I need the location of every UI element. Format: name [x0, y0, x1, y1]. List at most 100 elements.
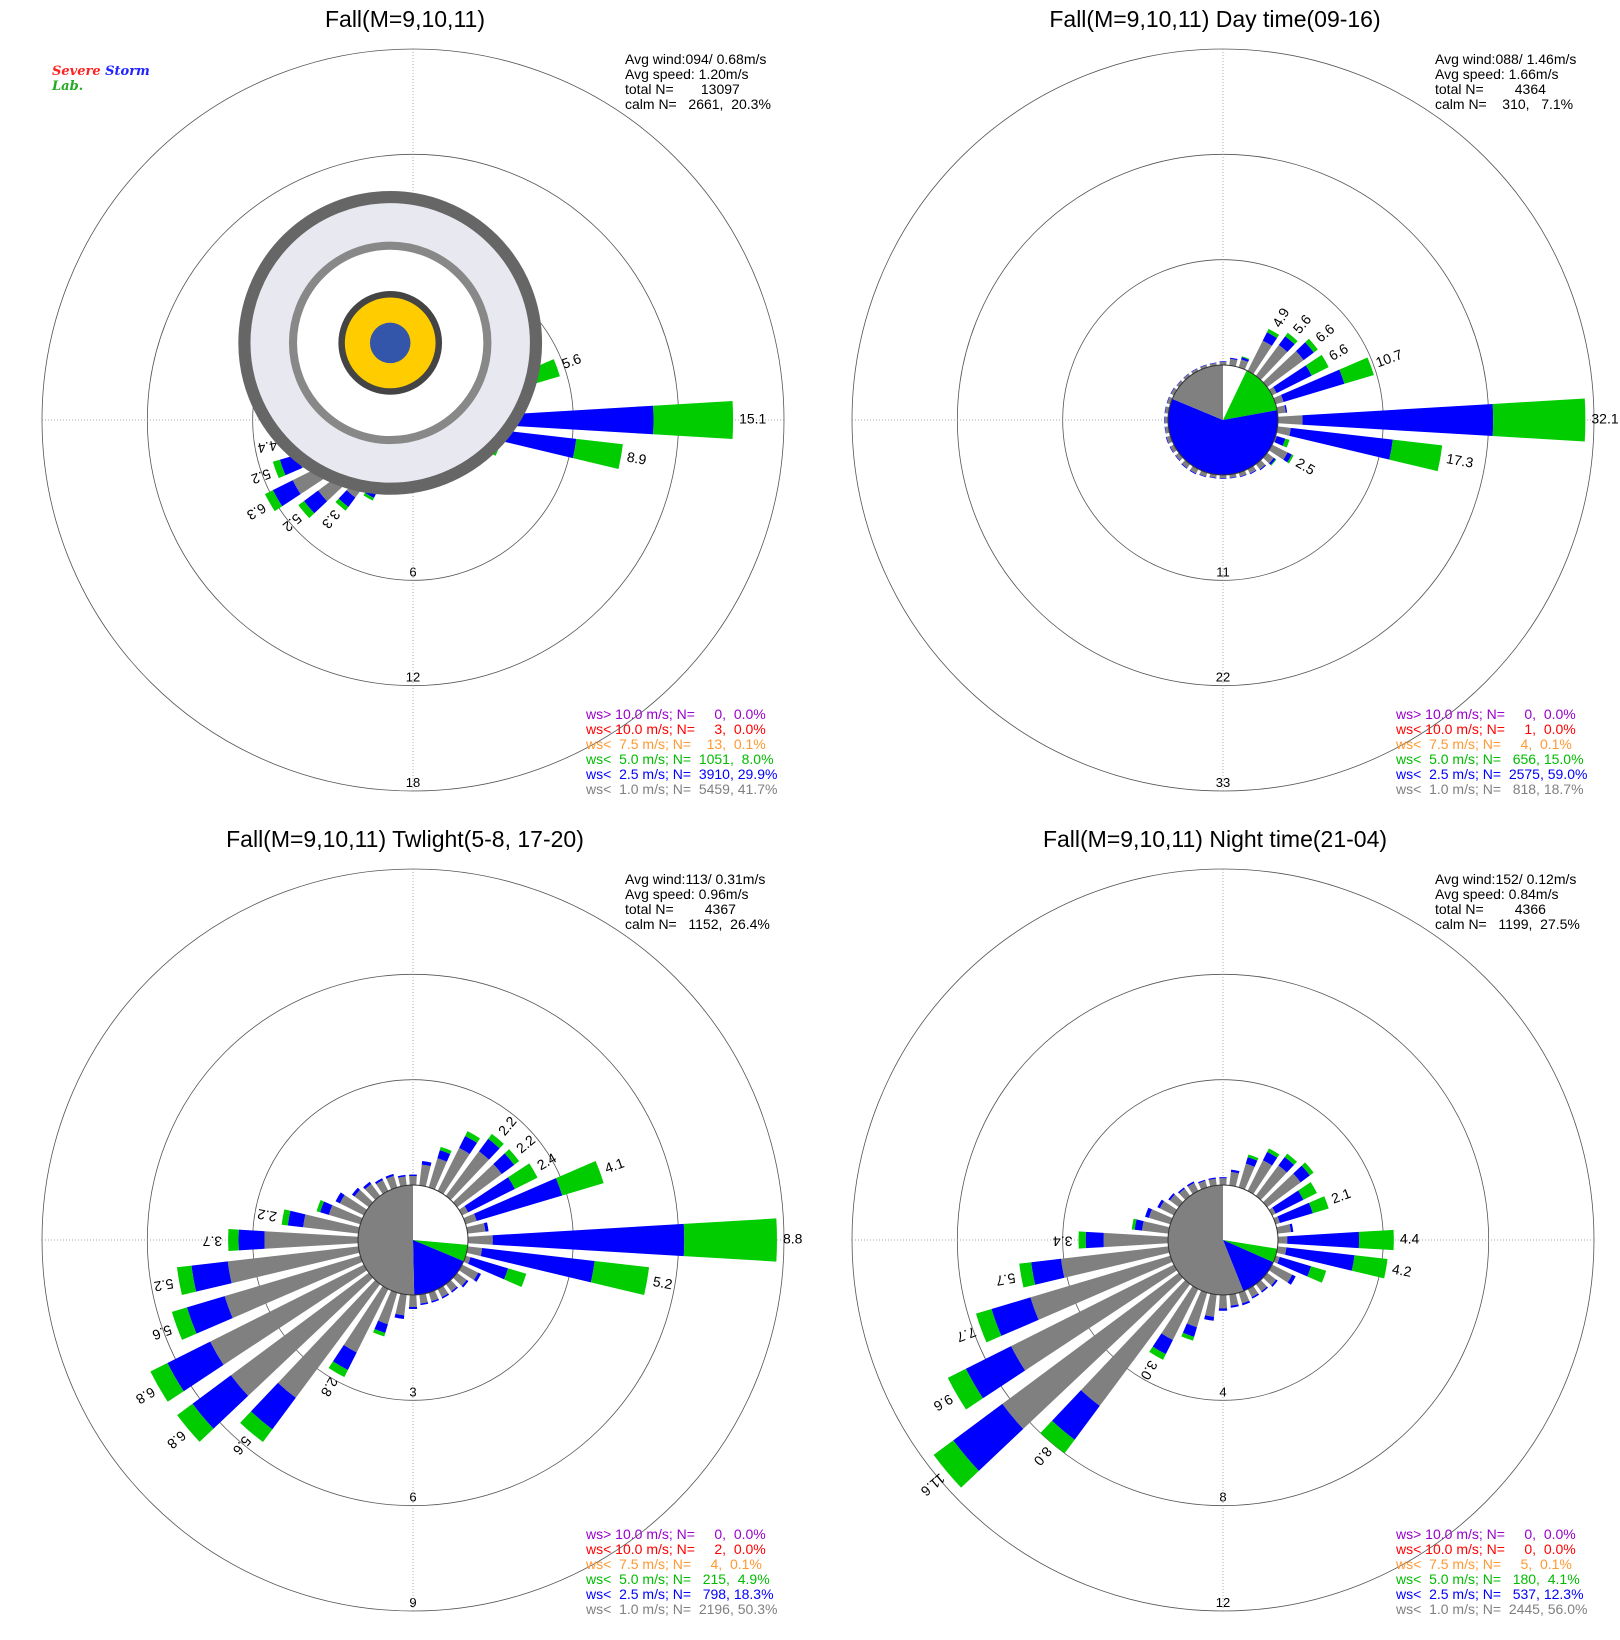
spoke-segment-lt5 — [439, 1146, 452, 1154]
spoke-segment-lt5 — [590, 1261, 650, 1296]
spoke-segment-lt2-5 — [1289, 427, 1393, 460]
spoke-segment-lt1 — [1219, 1178, 1227, 1186]
spoke-segment-lt2-5 — [1181, 463, 1188, 469]
speed-legend: ws> 10.0 m/s; N= 0, 0.0% ws< 10.0 m/s; N… — [586, 1527, 777, 1617]
spoke-segment-lt1 — [354, 1189, 374, 1208]
spoke-segment-lt2-5 — [394, 1313, 405, 1320]
ring-label: 12 — [406, 670, 420, 685]
pie-slice-lt2-5 — [1223, 1240, 1274, 1292]
legend-lt1: ws< 1.0 m/s; N= 2196, 50.3% — [586, 1601, 778, 1617]
legend-lt5: ws< 5.0 m/s; N= 180, 4.1% — [1396, 1571, 1580, 1587]
spoke-segment-lt2-5 — [1219, 361, 1227, 362]
legend-lt1: ws< 1.0 m/s; N= 818, 18.7% — [1396, 781, 1584, 797]
spoke-segment-lt5 — [1131, 1218, 1137, 1230]
spoke-segment-lt1 — [1148, 1209, 1173, 1225]
spoke-segment-lt1 — [1209, 362, 1217, 367]
spoke-segment-lt1 — [452, 1272, 467, 1286]
avg-speed: Avg speed: 1.66m/s — [1435, 66, 1559, 82]
speed-legend: ws> 10.0 m/s; N= 0, 0.0% ws< 10.0 m/s; N… — [1396, 707, 1587, 797]
spoke-segment-lt2-5 — [965, 1346, 1026, 1399]
spoke-segment-lt2-5 — [385, 1173, 394, 1179]
spoke-segment-lt2-5 — [1134, 1219, 1144, 1231]
spoke-segment-lt1 — [1205, 1293, 1217, 1317]
legend-gt10: ws> 10.0 m/s; N= 0, 0.0% — [1396, 706, 1576, 722]
avg-wind: Avg wind:088/ 1.46m/s — [1435, 51, 1577, 67]
spoke-segment-lt1 — [1247, 1160, 1273, 1195]
spoke-segment-lt2-5 — [473, 1272, 482, 1282]
spoke-segment-lt2-5 — [468, 1257, 509, 1280]
spoke-segment-lt5 — [1301, 1162, 1314, 1176]
spoke-segment-lt2-5 — [167, 1341, 224, 1392]
spoke-segment-lt2-5 — [1145, 1207, 1152, 1218]
ring-label: 22 — [1216, 670, 1230, 685]
total-n: total N= 4367 — [625, 901, 736, 917]
spoke-segment-lt2-5 — [1229, 476, 1237, 479]
spoke-segment-lt5 — [488, 1133, 504, 1149]
spoke-value-label: 8.0 — [1031, 1444, 1056, 1469]
stats-box: Avg wind:113/ 0.31m/s Avg speed: 0.96m/s… — [625, 872, 770, 932]
spoke-value-label: 6.6 — [1326, 340, 1351, 364]
spoke-segment-lt2-5 — [1230, 1304, 1239, 1308]
spoke-segment-lt2-5 — [1152, 1333, 1173, 1355]
pie-slice-calm — [413, 1185, 468, 1245]
spoke-segment-lt1 — [1030, 1255, 1173, 1320]
spoke-value-label: 5.2 — [153, 1276, 175, 1295]
spoke-segment-lt1 — [1208, 1178, 1217, 1187]
legend-lt7-5: ws< 7.5 m/s; N= 5, 0.1% — [1396, 1556, 1572, 1572]
spoke-segment-lt1 — [466, 1223, 486, 1234]
pie-slice-lt1 — [1172, 365, 1223, 420]
spoke-segment-lt5 — [933, 1440, 979, 1488]
pie-slice-lt2-5 — [413, 1240, 464, 1295]
spoke-segment-lt1 — [419, 1293, 428, 1304]
spoke-segment-lt1 — [1268, 386, 1277, 396]
spoke-segment-lt1 — [428, 1158, 447, 1190]
spoke-segment-lt5 — [363, 492, 374, 501]
legend-lt7-5: ws< 7.5 m/s; N= 4, 0.1% — [1396, 736, 1572, 752]
spoke-segment-lt5 — [1266, 328, 1280, 339]
legend-lt10: ws< 10.0 m/s; N= 1, 0.0% — [1396, 721, 1576, 737]
spoke-segment-lt5 — [653, 401, 734, 439]
spoke-segment-lt2-5 — [464, 1177, 515, 1213]
spoke-segment-lt2-5 — [1262, 332, 1278, 346]
spoke-segment-lt2-5 — [1189, 469, 1197, 475]
spoke-segment-lt1 — [1238, 1163, 1255, 1190]
spoke-segment-lt2-5 — [421, 1160, 432, 1167]
spoke-segment-lt2-5 — [1182, 1323, 1197, 1337]
panel-title: Fall(M=9,10,11) Twlight(5-8, 17-20) — [226, 826, 584, 852]
spoke-value-label: 5.6 — [150, 1322, 174, 1344]
spoke-segment-lt5 — [176, 1265, 197, 1296]
spoke-value-label: 2.2 — [256, 1206, 278, 1225]
spoke-segment-lt1 — [1268, 1264, 1293, 1283]
spoke-segment-lt2-5 — [374, 1320, 388, 1333]
stats-box: Avg wind:094/ 0.68m/s Avg speed: 1.20m/s… — [625, 52, 771, 112]
spoke-segment-lt2-5 — [1285, 1247, 1355, 1271]
spoke-segment-lt2-5 — [1249, 469, 1257, 475]
spoke-segment-lt5 — [504, 1268, 527, 1287]
spoke-value-label: 4.4 — [256, 437, 278, 456]
stats-box: Avg wind:152/ 0.12m/s Avg speed: 0.84m/s… — [1435, 872, 1580, 932]
spoke-segment-lt1 — [409, 1294, 417, 1307]
spoke-segment-lt5 — [555, 1160, 604, 1196]
spoke-segment-lt2-5 — [461, 1279, 469, 1288]
spoke-segment-lt1 — [376, 1180, 389, 1195]
spoke-value-label: 5.6 — [1290, 311, 1315, 336]
spoke-segment-lt2-5 — [1277, 1256, 1312, 1277]
spoke-segment-lt2-5 — [1278, 336, 1295, 352]
spoke-value-label: 6.8 — [133, 1384, 158, 1408]
spoke-value-label: 9.6 — [931, 1391, 956, 1415]
spoke-segment-lt2-5 — [1177, 1187, 1185, 1194]
spoke-segment-lt5 — [1241, 356, 1250, 360]
spoke-segment-lt1 — [437, 1285, 449, 1298]
spoke-segment-lt1 — [1273, 394, 1284, 405]
spoke-segment-lt2-5 — [1296, 342, 1314, 361]
spoke-segment-lt1 — [1141, 1221, 1170, 1234]
spoke-segment-lt1 — [1229, 358, 1238, 367]
spoke-segment-lt1 — [1103, 1232, 1169, 1248]
legend-lt7-5: ws< 7.5 m/s; N= 13, 0.1% — [586, 736, 766, 752]
spoke-value-label: 32.1 — [1591, 411, 1618, 427]
pie-slice-lt5 — [1223, 1240, 1278, 1263]
spoke-segment-lt1 — [1170, 387, 1178, 396]
spoke-segment-lt1 — [1229, 1172, 1239, 1187]
